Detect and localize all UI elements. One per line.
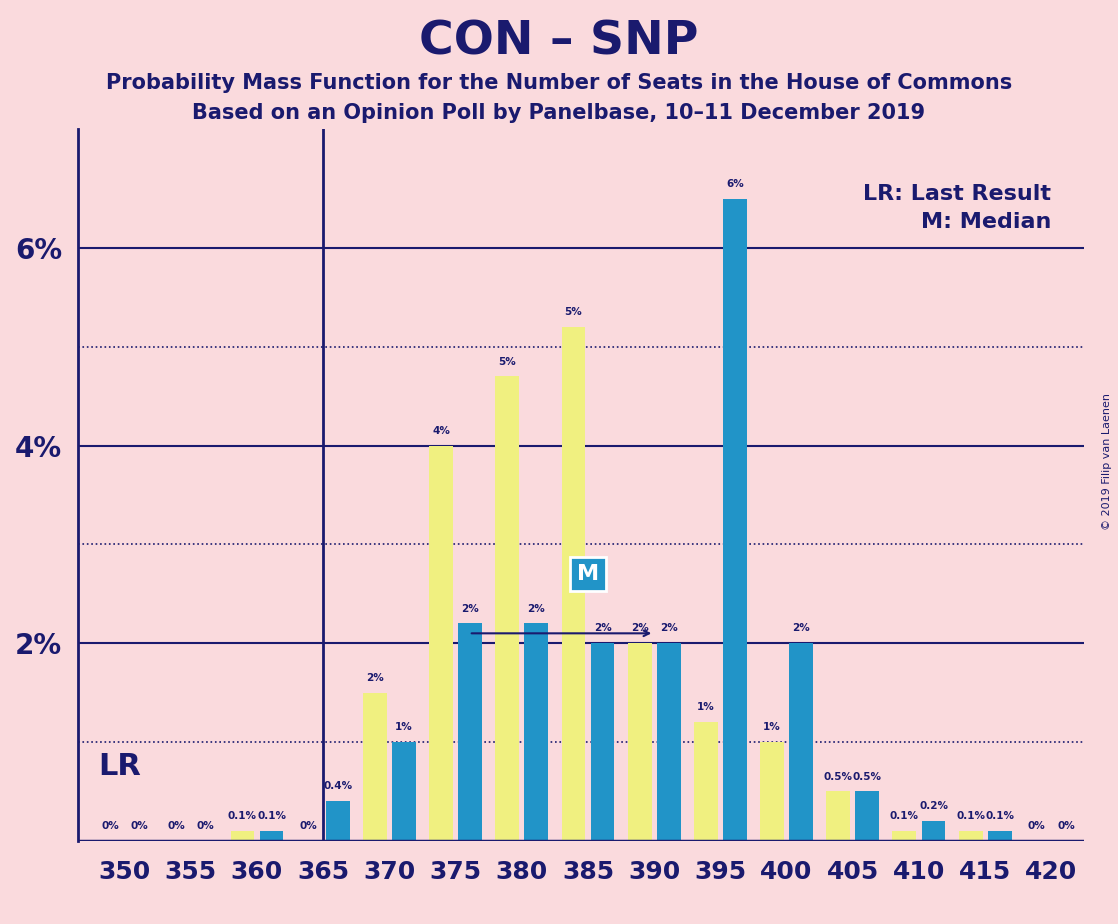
Text: 0.5%: 0.5% (853, 772, 882, 782)
Text: 2%: 2% (462, 603, 479, 614)
Text: 0.5%: 0.5% (824, 772, 853, 782)
Text: 0.1%: 0.1% (956, 811, 985, 821)
Text: 2%: 2% (793, 624, 811, 633)
Bar (921, 821, 946, 841)
Text: 2%: 2% (366, 673, 383, 683)
Text: 0.1%: 0.1% (985, 811, 1014, 821)
Bar (760, 742, 784, 841)
Text: 1%: 1% (395, 723, 413, 732)
Text: 0.1%: 0.1% (228, 811, 257, 821)
Text: M: M (577, 564, 599, 584)
Text: 0.2%: 0.2% (919, 801, 948, 811)
Text: LR: Last Result: LR: Last Result (863, 184, 1051, 204)
Text: 2%: 2% (528, 603, 546, 614)
Bar (392, 742, 416, 841)
Text: 0%: 0% (1027, 821, 1045, 831)
Text: 5%: 5% (499, 357, 517, 367)
Bar (495, 376, 519, 841)
Bar (826, 792, 850, 841)
Bar (855, 792, 879, 841)
Bar (892, 831, 917, 841)
Text: 1%: 1% (764, 723, 780, 732)
Bar (657, 643, 681, 841)
Text: 6%: 6% (726, 178, 743, 188)
Text: 0.1%: 0.1% (890, 811, 919, 821)
Text: 0%: 0% (131, 821, 148, 831)
Bar (723, 199, 747, 841)
Bar (429, 445, 453, 841)
Text: © 2019 Filip van Laenen: © 2019 Filip van Laenen (1102, 394, 1111, 530)
Bar (458, 624, 482, 841)
Bar (988, 831, 1012, 841)
Text: 2%: 2% (631, 624, 648, 633)
Text: CON – SNP: CON – SNP (419, 19, 699, 64)
Bar (959, 831, 983, 841)
Text: 0%: 0% (197, 821, 215, 831)
Text: LR: LR (98, 752, 141, 781)
Text: 0%: 0% (300, 821, 318, 831)
Bar (590, 643, 615, 841)
Text: 0%: 0% (1057, 821, 1074, 831)
Bar (627, 643, 652, 841)
Text: 1%: 1% (697, 702, 714, 712)
Bar (363, 693, 387, 841)
Text: M: Median: M: Median (920, 212, 1051, 232)
Text: 0%: 0% (168, 821, 186, 831)
Bar (789, 643, 813, 841)
Text: Based on an Opinion Poll by Panelbase, 10–11 December 2019: Based on an Opinion Poll by Panelbase, 1… (192, 103, 926, 123)
Text: 5%: 5% (565, 307, 582, 317)
Text: 4%: 4% (432, 426, 449, 436)
Bar (694, 723, 718, 841)
Text: 0.1%: 0.1% (257, 811, 286, 821)
Bar (561, 327, 586, 841)
Text: Probability Mass Function for the Number of Seats in the House of Commons: Probability Mass Function for the Number… (106, 73, 1012, 93)
Bar (259, 831, 284, 841)
Text: 2%: 2% (660, 624, 678, 633)
Bar (230, 831, 255, 841)
Text: 0.4%: 0.4% (323, 782, 352, 792)
Text: 0%: 0% (101, 821, 119, 831)
Bar (524, 624, 548, 841)
Bar (325, 801, 350, 841)
Text: 2%: 2% (594, 624, 612, 633)
